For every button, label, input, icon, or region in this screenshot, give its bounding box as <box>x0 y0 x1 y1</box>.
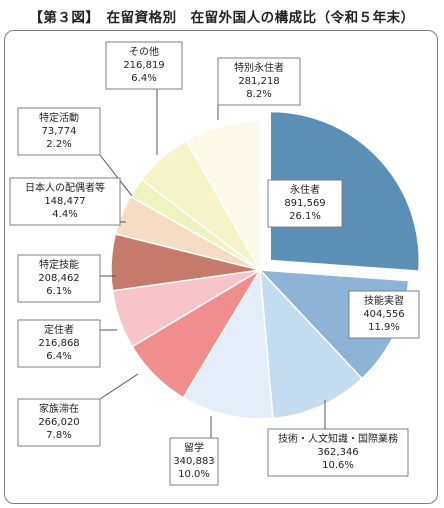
pie-slice-4 <box>182 267 274 420</box>
data-label-name-6: 定住者 <box>44 323 74 336</box>
leader-line-5 <box>99 373 139 400</box>
data-label-pct-3: 10.6% <box>322 460 354 471</box>
data-label-box-8 <box>9 177 121 226</box>
data-label-pct-1: 26.1% <box>289 211 321 222</box>
data-label-name-4: 留学 <box>184 441 204 454</box>
data-label-value-6: 216,868 <box>38 338 79 349</box>
data-label-pct-6: 6.4% <box>46 351 71 362</box>
pie-slice-11 <box>185 120 261 273</box>
data-label-name-9: 特定活動 <box>39 111 79 124</box>
data-label-name-11: 特別永住者 <box>234 61 284 74</box>
data-label-value-11: 281,218 <box>238 76 279 87</box>
data-label-pct-10: 6.4% <box>131 73 156 84</box>
pie-slices <box>110 110 420 420</box>
data-label-value-10: 216,819 <box>123 60 164 71</box>
data-label-box-2 <box>348 290 420 339</box>
data-label-pct-8: 4.4% <box>52 209 77 220</box>
data-label-pct-2: 11.9% <box>368 322 400 333</box>
chart-title: 【第３図】 在留資格別 在留外国人の構成比（令和５年末） <box>29 10 415 26</box>
data-label-box-3 <box>267 428 409 477</box>
data-label-value-9: 73,774 <box>42 126 77 137</box>
data-label-box-7 <box>17 254 101 303</box>
data-label-pct-9: 2.2% <box>46 139 71 150</box>
data-label-value-5: 266,020 <box>38 417 79 428</box>
data-label-box-4 <box>169 437 219 486</box>
data-label-name-2: 技能実習 <box>364 294 404 307</box>
data-label-box-6 <box>17 319 101 368</box>
data-label-value-7: 208,462 <box>38 273 79 284</box>
leader-lines <box>99 89 326 438</box>
data-label-pct-7: 6.1% <box>46 286 71 297</box>
data-label-box-11 <box>217 57 301 106</box>
data-label-value-4: 340,883 <box>173 456 214 467</box>
data-label-name-10: その他 <box>129 45 159 58</box>
data-label-name-7: 特定技能 <box>39 258 79 271</box>
data-label-value-8: 148,477 <box>44 196 85 207</box>
data-label-value-2: 404,556 <box>363 309 404 320</box>
data-label-value-1: 891,569 <box>284 198 325 209</box>
pie-slice-3 <box>259 267 364 420</box>
data-label-value-3: 362,346 <box>317 447 358 458</box>
data-label-box-5 <box>17 398 101 447</box>
data-label-box-10 <box>105 41 183 90</box>
data-label-name-5: 家族滞在 <box>39 402 79 415</box>
pie-slice-1 <box>269 110 420 272</box>
data-label-pct-5: 7.8% <box>46 430 71 441</box>
data-label-pct-4: 10.0% <box>178 469 210 480</box>
data-label-name-8: 日本人の配偶者等 <box>25 181 105 194</box>
data-label-pct-11: 8.2% <box>246 89 271 100</box>
chart-frame <box>4 30 438 504</box>
data-labels: 永住者 891,569 26.1% 技能実習 404,556 11.9% 技術・人文知識・国… <box>9 41 420 486</box>
data-label-name-3: 技術・人文知識・国際業務 <box>278 432 398 445</box>
data-label-name-1: 永住者 <box>290 183 320 196</box>
data-label-box-1 <box>267 179 343 228</box>
data-label-box-9 <box>17 107 101 156</box>
leader-line-9 <box>99 154 133 197</box>
